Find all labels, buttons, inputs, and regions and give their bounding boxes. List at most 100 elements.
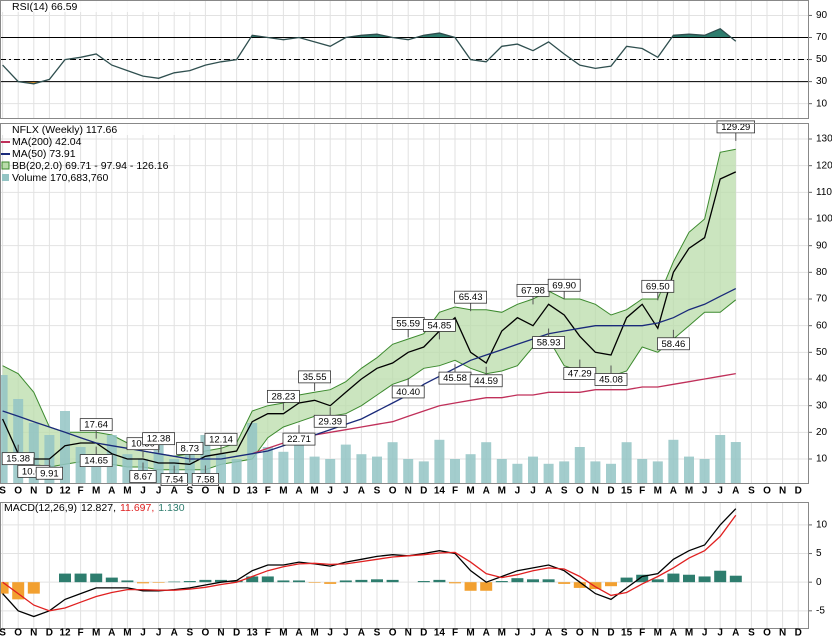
title-text: MACD(12,26,9) [4, 502, 77, 514]
volume-bar [122, 454, 133, 483]
y-tick-label: 130 [816, 134, 832, 145]
x-tick-label: J [343, 486, 349, 497]
volume-bar [325, 459, 336, 483]
histogram-bar [729, 575, 742, 583]
volume-bar [247, 423, 258, 483]
series-line [2, 508, 737, 618]
histogram-bar [386, 579, 399, 583]
legend-entry: MA(50) 73.91 [12, 148, 76, 160]
x-tick-label: A [171, 628, 178, 639]
histogram-bar [636, 574, 649, 583]
y-tick-label: 5 [816, 548, 822, 559]
x-tick-label: F [78, 628, 84, 639]
x-tick-label: J [343, 628, 349, 639]
histogram-bar [449, 582, 461, 584]
annotation-label: 14.65 [84, 456, 108, 467]
x-tick-label: S [186, 628, 193, 639]
histogram-bar [620, 577, 633, 583]
x-tick-label: S [374, 628, 381, 639]
histogram-bar [183, 581, 196, 583]
legend-entry: 1.130 [158, 502, 184, 514]
annotation-label: 17.64 [84, 420, 108, 431]
legend-icon [2, 174, 9, 181]
annotation-box [298, 370, 332, 384]
histogram-bar [215, 579, 227, 583]
annotation-box [422, 318, 456, 332]
legend-entry: 12.827, [81, 502, 116, 514]
y-tick-label: 120 [816, 160, 832, 171]
histogram-bar [589, 582, 602, 590]
x-tick-label: N [217, 486, 224, 497]
annotation-label: 12.14 [209, 434, 233, 445]
volume-bar [0, 375, 8, 483]
x-tick-label: N [779, 628, 786, 639]
volume-bar [60, 411, 70, 483]
histogram-bar [230, 580, 243, 583]
x-tick-label: 13 [247, 486, 259, 497]
x-tick-label: A [545, 628, 552, 639]
x-tick-label: J [140, 628, 146, 639]
y-tick-label: 60 [816, 320, 828, 331]
x-tick-label: N [30, 628, 37, 639]
histogram-bar [90, 573, 103, 583]
x-tick-label: A [483, 486, 490, 497]
y-tick-label: 30 [816, 400, 828, 411]
annotation-label: 69.50 [646, 281, 670, 292]
y-tick-label: 30 [816, 76, 828, 87]
x-tick-label: 13 [247, 628, 259, 639]
volume-bar [153, 439, 164, 483]
x-tick-label: N [405, 628, 412, 639]
x-tick-label: N [592, 628, 599, 639]
volume-bar [652, 461, 663, 483]
histogram-bar [417, 581, 430, 583]
series-line [251, 372, 736, 455]
histogram-bar [683, 574, 695, 583]
x-tick-label: N [217, 628, 224, 639]
panel-frame [0, 502, 809, 629]
rsi-fill [2, 28, 736, 38]
band-fill [2, 149, 736, 470]
x-tick-label: S [748, 486, 755, 497]
histogram-bar [464, 582, 477, 591]
x-tick-label: D [795, 486, 802, 497]
volume-bar [418, 461, 429, 483]
annotation-label: 12.38 [147, 434, 171, 445]
x-tick-label: O [14, 628, 22, 639]
x-tick-label: D [607, 486, 614, 497]
panel-frame [0, 0, 809, 119]
x-tick-label: J [702, 486, 708, 497]
annotation-box [191, 473, 219, 486]
x-tick-label: A [670, 628, 677, 639]
x-tick-label: J [515, 628, 521, 639]
x-tick-label: S [374, 486, 381, 497]
volume-bar [621, 442, 632, 483]
y-tick-label: 70 [816, 294, 828, 305]
annotation-label: 45.58 [443, 373, 467, 384]
x-tick-label: A [732, 486, 739, 497]
volume-bar [294, 442, 304, 483]
x-tick-label: 15 [621, 628, 633, 639]
histogram-bar [246, 576, 259, 583]
annotation-label: 28.23 [272, 391, 296, 402]
histogram-bar [698, 576, 711, 583]
annotation-label: 55.59 [396, 318, 420, 329]
volume-bar [387, 442, 398, 483]
x-tick-label: M [310, 486, 318, 497]
volume-bar [496, 459, 507, 483]
annotation-box [391, 385, 425, 399]
annotation-box [641, 279, 675, 293]
x-tick-label: F [265, 486, 271, 497]
x-tick-label: 12 [59, 628, 71, 639]
x-tick-label: O [576, 486, 584, 497]
histogram-bar [371, 579, 383, 583]
annotation-label: 22.71 [287, 434, 311, 445]
annotation-box [454, 290, 488, 304]
x-tick-label: D [795, 628, 802, 639]
annotation-label: 10.61 [22, 466, 46, 477]
x-tick-label: M [123, 486, 131, 497]
annotation-box [142, 432, 176, 446]
x-tick-label: N [779, 486, 786, 497]
panel-frame [0, 123, 809, 484]
histogram-bar [277, 580, 290, 583]
histogram-bar [573, 582, 586, 588]
